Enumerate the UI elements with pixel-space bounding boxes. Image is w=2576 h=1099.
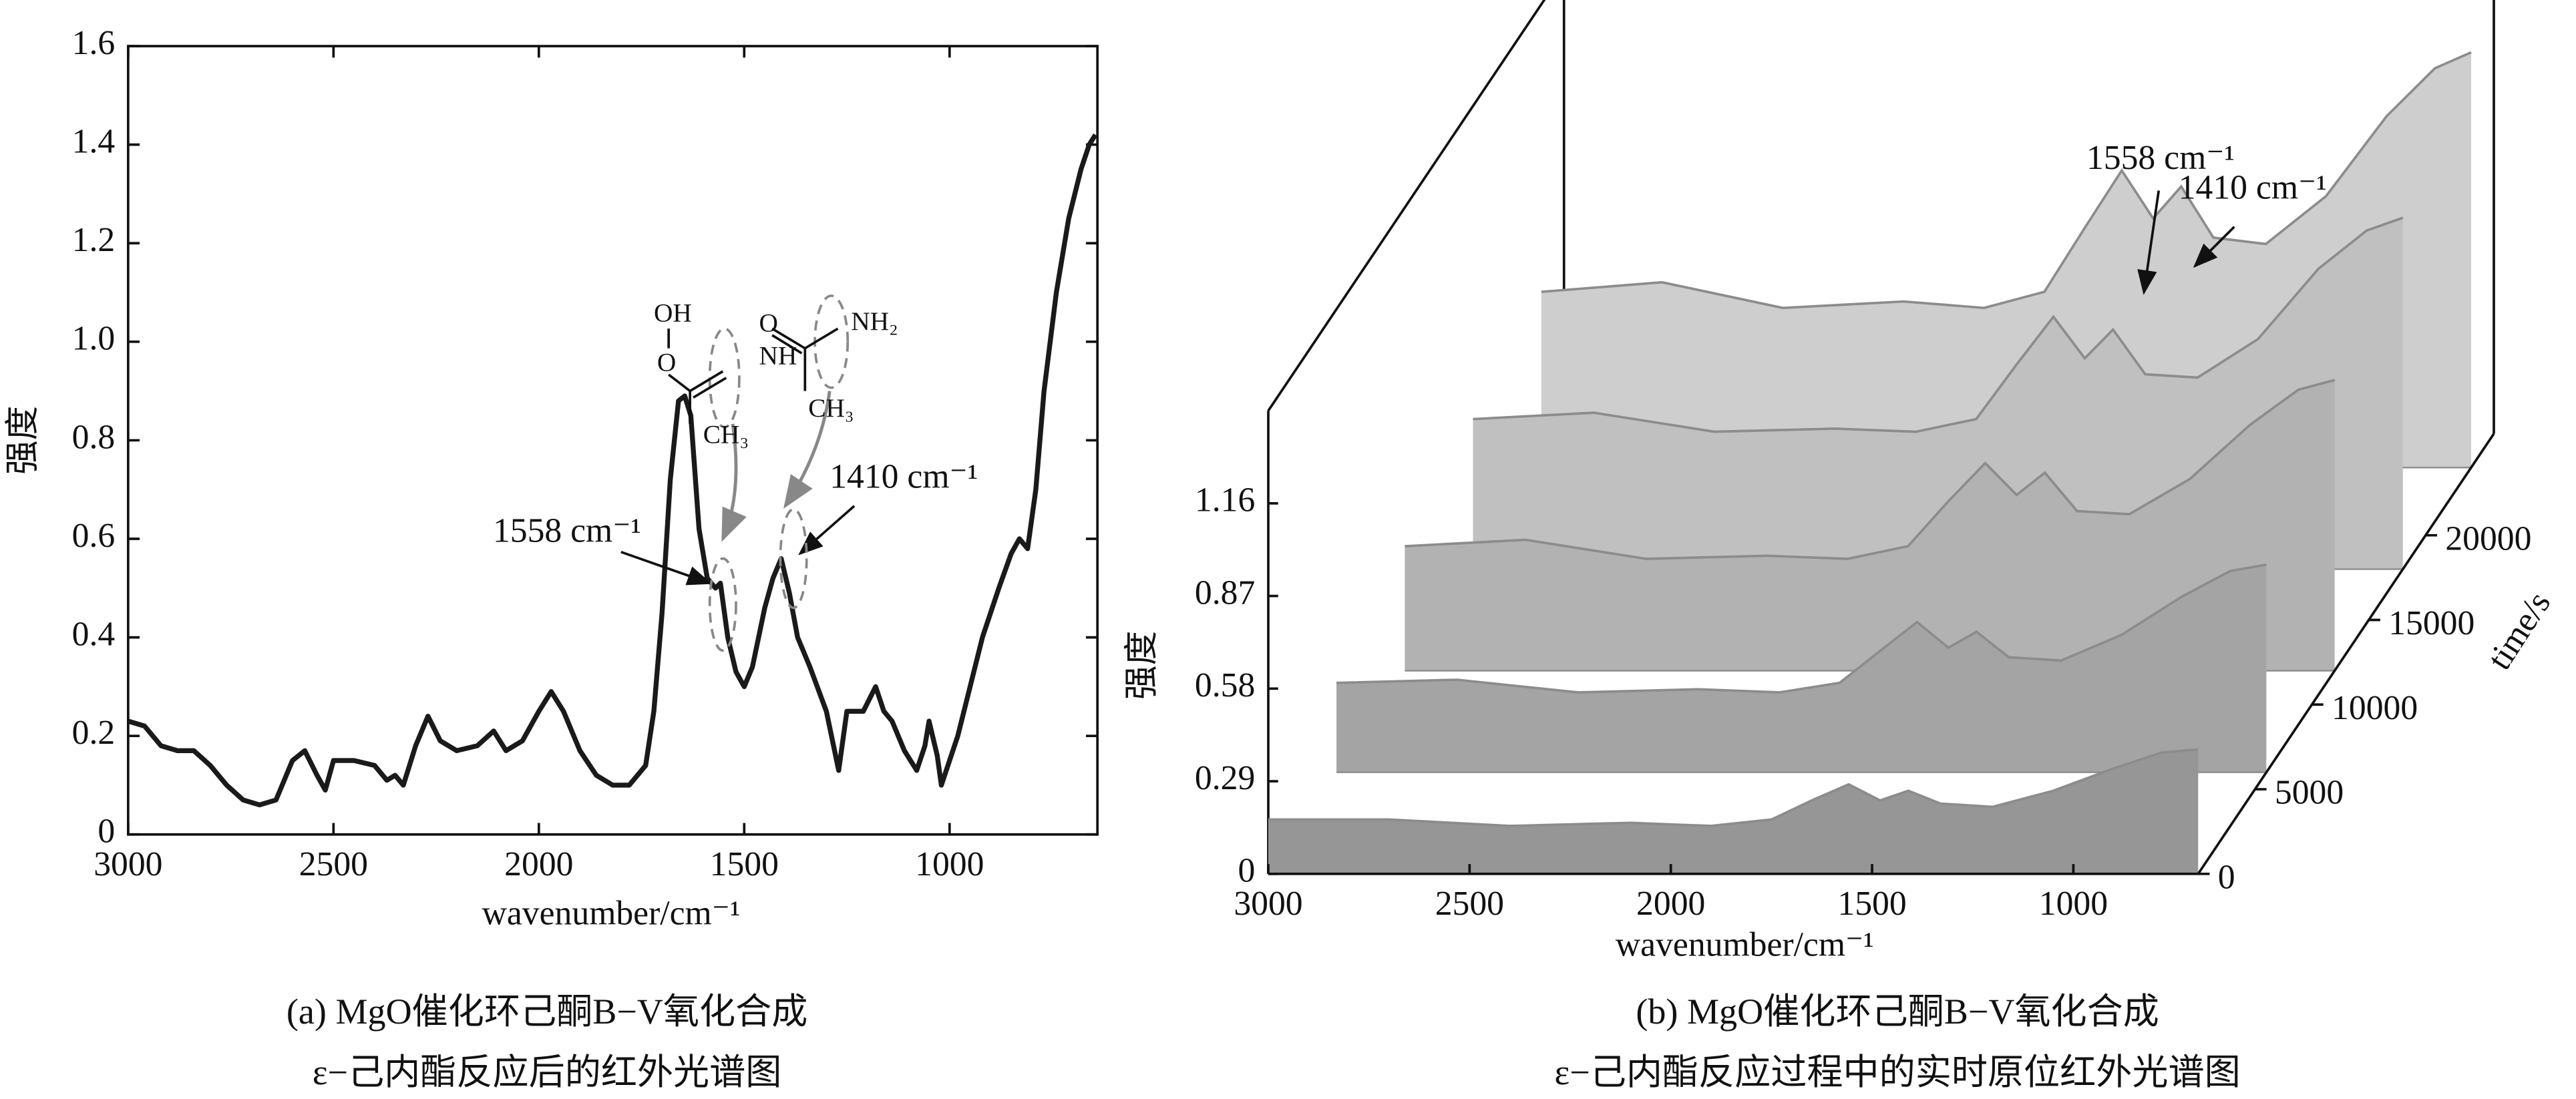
bond [771, 334, 803, 355]
structure-label: CH₃ [808, 393, 854, 423]
y-axis-label: 强度 [1123, 631, 1161, 700]
x-axis-label: wavenumber/cm⁻¹ [482, 895, 741, 933]
annotation-arrow [798, 505, 856, 556]
annotation: 1410 cm⁻¹ [830, 457, 978, 495]
z-tick-label: 0 [2218, 859, 2235, 897]
annotation: 1558 cm⁻¹ [493, 511, 641, 550]
x-tick-label: 1500 [710, 845, 779, 883]
structure-label: O [759, 308, 777, 337]
panel-b: 3000 2500 2000 1500 100000.290.580.871.16050… [1123, 0, 2558, 1092]
y-tick-label: 0 [98, 813, 115, 851]
y-tick-label: 1.6 [72, 24, 116, 62]
caption: ε−己内酯反应过程中的实时原位红外光谱图 [1554, 1052, 2240, 1092]
annotation-arrow [620, 550, 713, 586]
x-tick-label: 3000 [94, 845, 162, 883]
spectrum-slice [1405, 379, 2336, 560]
bond [668, 373, 691, 393]
slice-fill [1473, 218, 2403, 570]
caption: (b) MgO催化环己酮B−V氧化合成 [1636, 992, 2159, 1032]
y-tick-label: 1.2 [72, 221, 116, 259]
annotation: 1558 cm⁻¹ [2086, 139, 2235, 177]
y-tick-label: 0.87 [1195, 574, 1255, 612]
structure-label: CH₃ [703, 420, 749, 449]
structure-label: OH [654, 298, 692, 328]
slice-fill [1336, 564, 2267, 773]
x-tick-label: 2000 [1636, 885, 1705, 923]
y-tick-label: 1.0 [72, 320, 116, 358]
axis-line [2197, 433, 2495, 875]
x-tick-label: 2500 [299, 845, 368, 883]
frame-edge [1267, 0, 1546, 412]
dashed-ellipse [708, 557, 737, 652]
slice-fill [1405, 380, 2335, 671]
y-tick-label: 0.58 [1195, 666, 1255, 704]
x-axis-label: wavenumber/cm⁻¹ [1616, 925, 1874, 963]
y-tick-label: 0.2 [72, 714, 116, 752]
x-tick-label: 2000 [504, 845, 573, 883]
caption: (a) MgO催化环己酮B−V氧化合成 [287, 992, 808, 1032]
x-tick-label: 3000 [1234, 885, 1302, 923]
y-axis-label: 强度 [4, 406, 42, 475]
x-tick-label: 1000 [2039, 885, 2108, 923]
x-tick-label: 1500 [1837, 885, 1906, 923]
bond [804, 327, 839, 350]
y-tick-label: 1.4 [72, 123, 116, 161]
z-tick-label: 10000 [2332, 689, 2418, 727]
y-tick-label: 0 [1238, 852, 1255, 890]
y-tick-label: 0.6 [72, 517, 116, 555]
z-tick-label: 5000 [2275, 774, 2344, 812]
spectrum-slice [1336, 563, 2267, 694]
z-axis-label: time/s [2480, 585, 2559, 676]
z-tick-label: 15000 [2388, 604, 2474, 642]
bond [689, 370, 724, 393]
annotation: 1410 cm⁻¹ [2179, 168, 2327, 206]
caption: ε−己内酯反应后的红外光谱图 [313, 1052, 782, 1092]
y-tick-label: 0.8 [72, 418, 116, 456]
z-tick-label: 20000 [2445, 519, 2531, 558]
dashed-ellipse [813, 294, 850, 389]
bond [771, 327, 806, 350]
panel-a: 0 0.2 0.4 0.6 0.8 1.0 1.2 1.4 1.6 3000 2500 2000 150… [4, 24, 1099, 1092]
spectrum-slice [1541, 51, 2472, 310]
annotation-arrow [2137, 190, 2161, 295]
spectrum-line [127, 133, 1098, 808]
structure-label: NH₂ [851, 306, 898, 336]
plot-frame [127, 45, 1099, 836]
structure-label: NH [759, 341, 797, 370]
spectrum-slice [1473, 216, 2404, 433]
annotation-arrow [2193, 226, 2235, 268]
x-tick-label: 2500 [1435, 885, 1504, 923]
bond [693, 377, 727, 399]
y-tick-label: 0.4 [72, 615, 116, 653]
link-arrow [721, 423, 747, 542]
dashed-ellipse [779, 507, 808, 610]
spectrum-slice [1268, 748, 2199, 827]
y-tick-label: 0.29 [1195, 759, 1255, 797]
structure-label: O [657, 347, 676, 377]
slice-fill [1268, 749, 2199, 874]
y-tick-label: 1.16 [1195, 481, 1255, 519]
link-arrow [783, 391, 832, 509]
x-tick-label: 1000 [915, 845, 984, 883]
